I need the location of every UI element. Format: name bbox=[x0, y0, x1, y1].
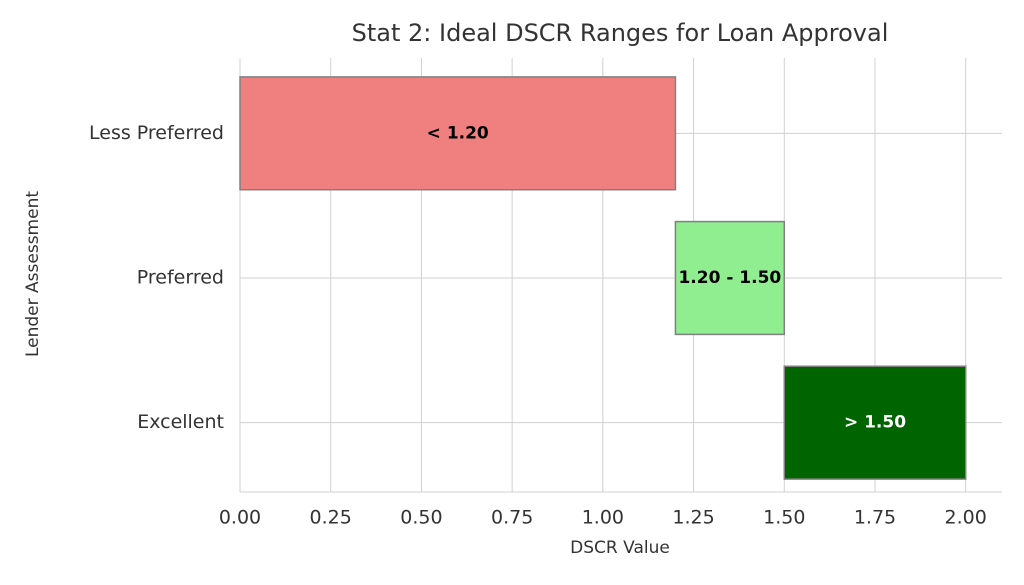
x-tick-label: 1.00 bbox=[582, 507, 624, 529]
value-label: < 1.20 bbox=[427, 123, 489, 143]
x-tick-label: 2.00 bbox=[945, 507, 987, 529]
y-tick-label: Preferred bbox=[137, 267, 224, 289]
y-tick-label: Excellent bbox=[137, 411, 224, 433]
bar bbox=[783, 365, 967, 480]
bar bbox=[239, 76, 677, 191]
x-tick-label: 0.50 bbox=[400, 507, 442, 529]
x-tick-label: 0.00 bbox=[219, 507, 261, 529]
value-label: 1.20 - 1.50 bbox=[678, 268, 781, 288]
x-tick-label: 1.25 bbox=[672, 507, 714, 529]
x-axis-label: DSCR Value bbox=[570, 538, 670, 558]
x-tick-label: 1.50 bbox=[763, 507, 805, 529]
y-axis-label: Lender Assessment bbox=[23, 191, 43, 357]
x-tick-label: 1.75 bbox=[854, 507, 896, 529]
y-tick-label: Less Preferred bbox=[89, 122, 224, 144]
x-tick-label: 0.75 bbox=[491, 507, 533, 529]
chart-title: Stat 2: Ideal DSCR Ranges for Loan Appro… bbox=[352, 19, 889, 47]
x-tick-label: 0.25 bbox=[310, 507, 352, 529]
bar bbox=[674, 220, 786, 336]
value-label: > 1.50 bbox=[844, 413, 906, 433]
